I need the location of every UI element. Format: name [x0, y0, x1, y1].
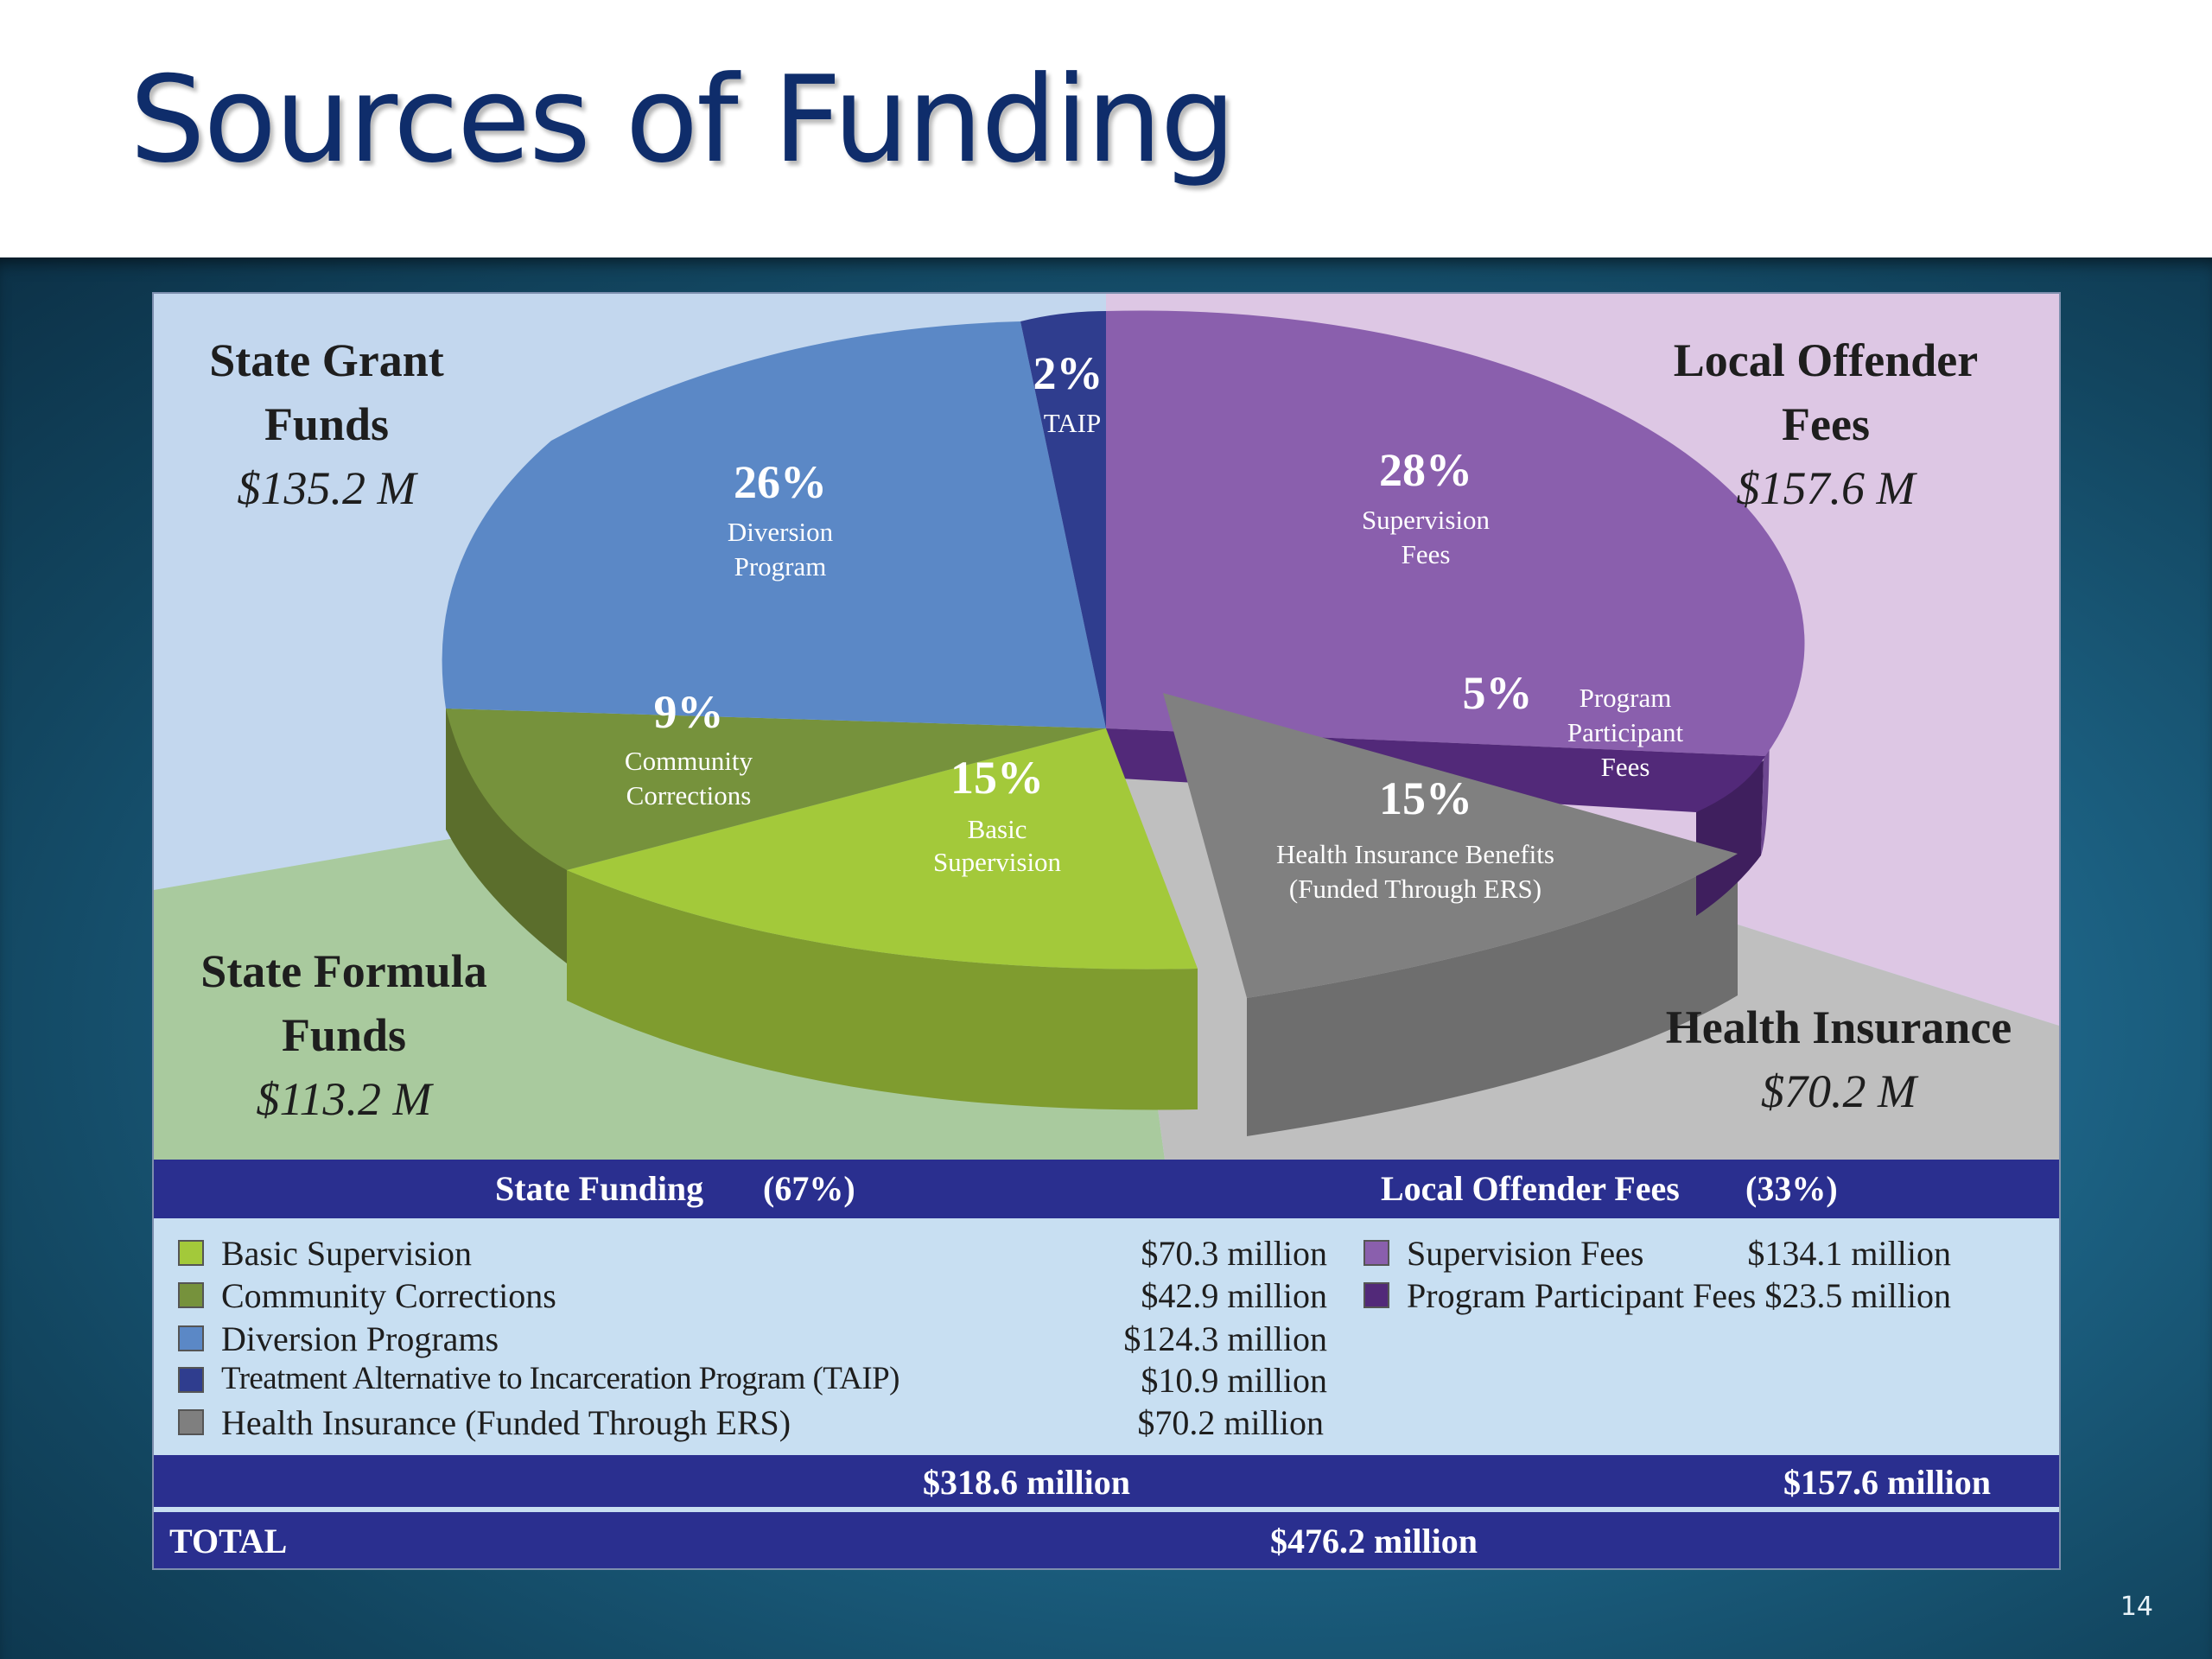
page-number: 14: [2120, 1592, 2153, 1622]
slice-pct-basic-supervision: 15%: [950, 752, 1044, 804]
slice-pct-taip: 2%: [1033, 347, 1103, 399]
state-subtotal: $318.6 million: [923, 1463, 1131, 1502]
legend-swatch: [178, 1325, 204, 1351]
slice-pct-community-corrections: 9%: [654, 686, 724, 738]
legend-swatch: [178, 1240, 204, 1266]
legend-row-health-insurance: Health Insurance (Funded Through ERS) $7…: [178, 1402, 1327, 1442]
legend-row-diversion-programs: Diversion Programs $124.3 million: [178, 1319, 1327, 1358]
legend-swatch: [1363, 1240, 1389, 1266]
pie-chart: 28% Supervision Fees 5% Program Particip…: [154, 294, 2059, 1160]
legend-label: Program Participant Fees: [1407, 1276, 1757, 1315]
slice-label-diversion-2: Program: [734, 551, 827, 582]
state-grant-value: $135.2 M: [237, 462, 416, 514]
quadrant-label-local-offender: Local Offender Fees $157.6 M: [1657, 328, 1994, 520]
legend-amount: $42.9 million: [1141, 1276, 1327, 1315]
local-offender-line1: Local Offender: [1673, 334, 1979, 386]
total-label: TOTAL: [169, 1522, 288, 1560]
legend-amount: $70.3 million: [1141, 1234, 1327, 1273]
legend-row-community-corrections: Community Corrections $42.9 million: [178, 1275, 1327, 1315]
legend-label: Supervision Fees: [1407, 1234, 1644, 1273]
title-bar: Sources of Funding: [0, 0, 2212, 257]
legend-swatch: [1363, 1282, 1389, 1308]
local-offender-line2: Fees: [1782, 398, 1870, 450]
state-funding-header: State Funding: [495, 1169, 704, 1208]
legend-amount: $23.5 million: [1764, 1276, 1951, 1315]
legend-label: Treatment Alternative to Incarceration P…: [221, 1361, 899, 1396]
legend-swatch: [178, 1282, 204, 1308]
health-insurance-value: $70.2 M: [1761, 1065, 1916, 1117]
slice-pct-health-insurance: 15%: [1379, 772, 1472, 824]
slice-label-community-1: Community: [625, 746, 753, 776]
legend-row-supervision-fees: Supervision Fees $134.1 million: [1363, 1233, 2158, 1273]
legend-row-program-participant-fees: Program Participant Fees $23.5 million: [1363, 1275, 2158, 1315]
quadrant-label-state-formula: State Formula Funds $113.2 M: [188, 939, 499, 1131]
slice-pct-program-participant: 5%: [1463, 667, 1533, 719]
legend-label: Health Insurance (Funded Through ERS): [221, 1403, 791, 1442]
funding-table: State Funding (67%) Local Offender Fees …: [154, 1160, 2059, 1568]
slice-label-program-2: Participant: [1567, 717, 1684, 747]
slice-label-program-1: Program: [1580, 683, 1672, 713]
chart-panel: 28% Supervision Fees 5% Program Particip…: [152, 292, 2061, 1570]
legend-amount: $10.9 million: [1141, 1361, 1327, 1400]
legend-amount: $70.2 million: [1137, 1403, 1324, 1442]
legend-row-basic-supervision: Basic Supervision $70.3 million: [178, 1233, 1327, 1273]
pie-side-health: [1247, 854, 1738, 1136]
slice-label-taip: TAIP: [1044, 408, 1101, 438]
local-fees-pct: (33%): [1745, 1169, 1838, 1208]
slice-label-diversion-1: Diversion: [728, 517, 834, 547]
state-funding-pct: (67%): [763, 1169, 855, 1208]
legend-label: Basic Supervision: [221, 1234, 472, 1273]
pie-slice-diversion-program: [442, 321, 1106, 728]
quadrant-label-health-insurance: Health Insurance $70.2 M: [1657, 995, 2020, 1123]
pie-slice-community-corrections: [446, 709, 1106, 870]
slice-pct-supervision-fees: 28%: [1379, 444, 1472, 496]
state-grant-line1: State Grant: [209, 334, 444, 386]
health-insurance-line1: Health Insurance: [1665, 1001, 2012, 1053]
state-formula-value: $113.2 M: [256, 1073, 432, 1125]
pie-slice-supervision-fees: [1106, 310, 1805, 756]
slice-label-basic-1: Basic: [968, 814, 1027, 844]
legend-amount: $134.1 million: [1747, 1234, 1951, 1273]
legend-row-taip: Treatment Alternative to Incarceration P…: [178, 1360, 1327, 1400]
subtotal-row: $318.6 million $157.6 million: [154, 1455, 2059, 1507]
pie-slice-taip: [1020, 311, 1106, 728]
legend-swatch: [178, 1409, 204, 1435]
slice-label-health-1: Health Insurance Benefits: [1276, 839, 1554, 869]
slice-label-health-2: (Funded Through ERS): [1289, 874, 1541, 904]
pie-side-basic: [567, 870, 1198, 1110]
state-formula-line2: Funds: [281, 1009, 407, 1061]
state-formula-line1: State Formula: [200, 945, 487, 997]
legend-swatch: [178, 1367, 204, 1393]
slide-title: Sources of Funding: [130, 50, 1236, 189]
local-subtotal: $157.6 million: [1783, 1463, 1992, 1502]
slice-label-supervision-fees-1: Supervision: [1362, 505, 1491, 535]
total-row: TOTAL $476.2 million: [154, 1512, 2059, 1568]
legend-amount: $124.3 million: [1123, 1319, 1327, 1358]
local-offender-value: $157.6 M: [1736, 462, 1916, 514]
total-value: $476.2 million: [1270, 1522, 1478, 1560]
slice-label-community-2: Corrections: [626, 780, 752, 810]
slice-label-program-3: Fees: [1601, 752, 1650, 782]
pie-slice-basic-supervision: [567, 728, 1198, 969]
slice-label-basic-2: Supervision: [933, 847, 1062, 877]
state-grant-line2: Funds: [264, 398, 390, 450]
legend-label: Diversion Programs: [221, 1319, 499, 1358]
local-fees-header: Local Offender Fees: [1381, 1169, 1680, 1208]
table-header: State Funding (67%) Local Offender Fees …: [154, 1160, 2059, 1218]
legend-label: Community Corrections: [221, 1276, 556, 1315]
quadrant-label-state-grant: State Grant Funds $135.2 M: [197, 328, 456, 520]
pie-slice-health-insurance: [1163, 693, 1738, 998]
slice-label-supervision-fees-2: Fees: [1402, 539, 1451, 569]
slice-pct-diversion-program: 26%: [734, 456, 827, 508]
